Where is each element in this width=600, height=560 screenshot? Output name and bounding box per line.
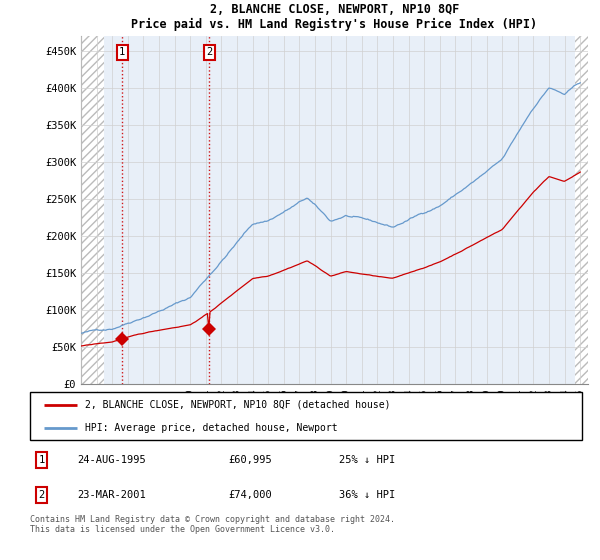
Text: 23-MAR-2001: 23-MAR-2001 — [77, 490, 146, 500]
Text: £74,000: £74,000 — [229, 490, 272, 500]
Text: 25% ↓ HPI: 25% ↓ HPI — [339, 455, 395, 465]
Text: 1: 1 — [38, 455, 44, 465]
Text: Contains HM Land Registry data © Crown copyright and database right 2024.
This d: Contains HM Land Registry data © Crown c… — [30, 515, 395, 534]
Title: 2, BLANCHE CLOSE, NEWPORT, NP10 8QF
Price paid vs. HM Land Registry's House Pric: 2, BLANCHE CLOSE, NEWPORT, NP10 8QF Pric… — [131, 3, 538, 31]
Text: 2: 2 — [206, 48, 212, 58]
Text: 1: 1 — [119, 48, 125, 58]
Text: £60,995: £60,995 — [229, 455, 272, 465]
Text: 36% ↓ HPI: 36% ↓ HPI — [339, 490, 395, 500]
Text: 2: 2 — [38, 490, 44, 500]
Text: 2, BLANCHE CLOSE, NEWPORT, NP10 8QF (detached house): 2, BLANCHE CLOSE, NEWPORT, NP10 8QF (det… — [85, 400, 391, 410]
Bar — [575, 36, 588, 384]
Bar — [81, 36, 104, 384]
Text: 24-AUG-1995: 24-AUG-1995 — [77, 455, 146, 465]
Text: HPI: Average price, detached house, Newport: HPI: Average price, detached house, Newp… — [85, 423, 338, 433]
